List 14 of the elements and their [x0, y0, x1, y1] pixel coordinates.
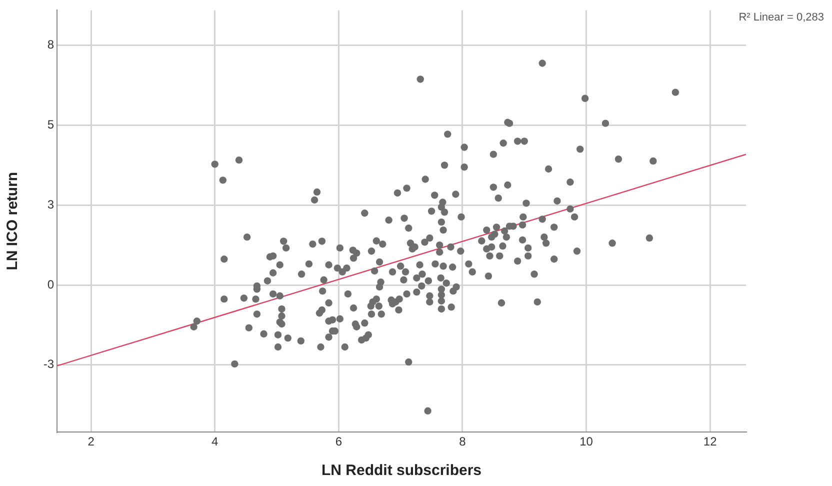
- y-axis-title: LN ICO return: [4, 172, 22, 270]
- y-tick-label: -3: [43, 357, 54, 372]
- y-tick-label: 0: [47, 277, 54, 292]
- annotation: R² Linear = 0,283: [738, 12, 824, 24]
- x-tick-label: 4: [212, 434, 219, 449]
- y-tick-label: 5: [47, 118, 54, 132]
- x-tick-label: 12: [703, 434, 718, 449]
- x-tick-label: 6: [335, 434, 342, 449]
- x-tick-label: 8: [459, 434, 466, 449]
- x-axis-title: LN Reddit subscribers: [321, 462, 482, 480]
- y-tick-label: 3: [47, 197, 54, 212]
- x-tick-label: 10: [580, 434, 594, 449]
- y-tick-label: 8: [47, 38, 54, 52]
- x-tick-label: 2: [88, 434, 95, 449]
